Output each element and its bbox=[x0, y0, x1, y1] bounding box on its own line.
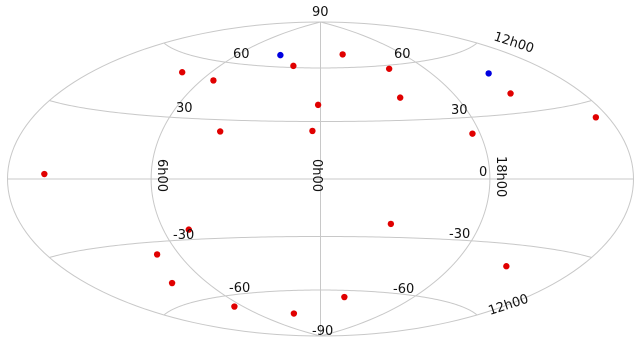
ra-label-6h: 6h00 bbox=[154, 159, 169, 192]
red-data-point bbox=[168, 279, 176, 287]
red-data-point bbox=[387, 220, 395, 228]
dec-label-minus-90: -90 bbox=[312, 324, 333, 339]
ra-label-18h: 18h00 bbox=[493, 156, 508, 197]
ra-label-12h-bottom: 12h00 bbox=[487, 292, 531, 319]
dec-label-30-left: 30 bbox=[176, 101, 193, 116]
blue-data-point bbox=[485, 70, 492, 77]
red-data-point bbox=[341, 293, 348, 301]
dec-label-0: 0 bbox=[479, 165, 487, 180]
red-data-point bbox=[41, 170, 48, 178]
red-data-point bbox=[385, 65, 393, 72]
red-data-point bbox=[339, 51, 346, 58]
parallel-60 bbox=[163, 42, 478, 69]
parallel-30 bbox=[49, 100, 592, 123]
dec-label-60-right: 60 bbox=[394, 47, 411, 62]
coordinate-grid bbox=[6, 21, 635, 337]
red-data-point bbox=[178, 69, 186, 76]
red-data-point bbox=[592, 114, 600, 121]
dec-label-minus-30-right: -30 bbox=[449, 227, 470, 242]
parallel-minus-60 bbox=[163, 289, 478, 316]
ra-label-12h-top: 12h00 bbox=[492, 30, 536, 57]
dec-label-60-left: 60 bbox=[233, 47, 250, 62]
dec-label-90: 90 bbox=[312, 5, 329, 20]
data-points bbox=[41, 51, 600, 317]
dec-label-minus-60-left: -60 bbox=[229, 281, 250, 296]
dec-label-minus-30-left: -30 bbox=[173, 228, 194, 243]
red-data-point bbox=[290, 310, 298, 317]
dec-label-30-right: 30 bbox=[451, 103, 468, 118]
dec-label-minus-60-right: -60 bbox=[393, 282, 414, 297]
red-data-point bbox=[290, 62, 297, 70]
red-data-point bbox=[314, 101, 322, 109]
red-data-point bbox=[396, 94, 404, 101]
red-data-point bbox=[216, 128, 224, 135]
parallel-minus-30 bbox=[49, 235, 592, 258]
red-data-point bbox=[185, 226, 192, 233]
red-data-point bbox=[469, 130, 476, 137]
red-data-point bbox=[153, 251, 161, 258]
red-data-point bbox=[507, 90, 514, 97]
blue-data-point bbox=[277, 51, 284, 59]
red-data-point bbox=[210, 77, 217, 84]
red-data-point bbox=[309, 127, 316, 135]
ra-label-0h: 0h00 bbox=[309, 159, 324, 192]
red-data-point bbox=[503, 263, 510, 270]
red-data-point bbox=[231, 303, 238, 310]
